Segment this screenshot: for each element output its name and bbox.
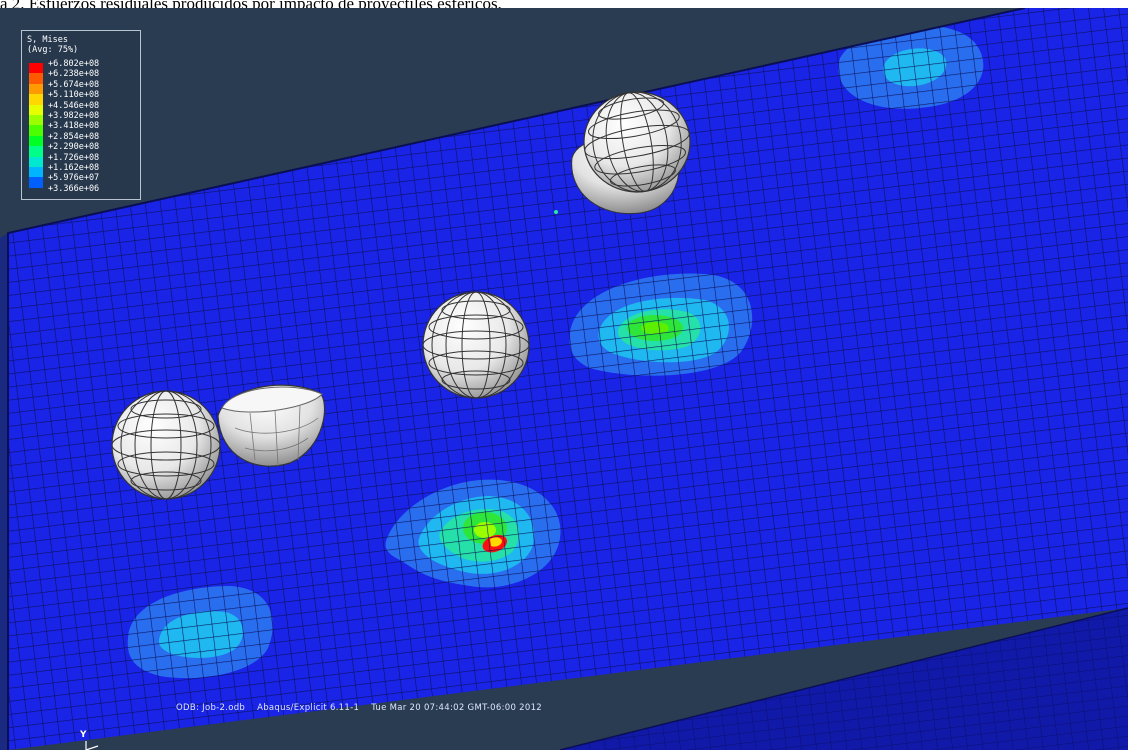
legend-tick: +6.238e+08: [48, 69, 100, 80]
legend-swatch: [29, 125, 43, 136]
legend-tick-labels: +6.802e+08 +6.238e+08 +5.674e+08 +5.110e+08…: [48, 59, 99, 194]
legend-tick: +4.546e+08: [48, 100, 100, 111]
legend-swatch: [29, 146, 43, 157]
legend-tick: +1.726e+08: [48, 152, 100, 163]
legend-swatch: [29, 94, 43, 105]
triad-axis-icon: [85, 741, 99, 750]
projectile-sphere-left: [111, 390, 221, 500]
crater-hemisphere: [217, 384, 326, 467]
legend-tick: +1.162e+08: [48, 162, 100, 173]
projectile-sphere-middle: [422, 291, 530, 399]
legend-swatch: [29, 177, 43, 188]
legend-swatch: [29, 166, 43, 178]
legend-tick: +3.366e+06: [48, 183, 100, 194]
legend-swatch: [29, 135, 43, 147]
legend-tick: +3.418e+08: [48, 121, 100, 132]
legend-tick: +3.982e+08: [48, 110, 100, 121]
plate-side-face: [0, 233, 8, 750]
legend-swatch: [29, 63, 43, 74]
plate-front-edge: [559, 607, 1128, 750]
abaqus-viewport[interactable]: S, Mises (Avg: 75%) +6.802e+08 +6.238e+08…: [0, 8, 1128, 750]
stress-legend: S, Mises (Avg: 75%) +6.802e+08 +6.238e+08…: [21, 30, 141, 200]
legend-swatch: [29, 73, 43, 84]
legend-tick: +5.976e+07: [48, 173, 100, 184]
legend-tick: +5.674e+08: [48, 79, 100, 90]
legend-tick: +5.110e+08: [48, 90, 100, 101]
fea-model-scene: [0, 8, 1128, 750]
node-marker: [554, 210, 558, 214]
legend-tick: +2.854e+08: [48, 131, 100, 142]
legend-title: S, Mises: [27, 35, 68, 45]
legend-tick: +6.802e+08: [48, 59, 100, 69]
legend-color-bar: [29, 63, 43, 188]
legend-subtitle: (Avg: 75%): [27, 45, 79, 55]
plate-edge: [7, 8, 1026, 750]
odb-info-text: ODB: Job-2.odb Abaqus/Explicit 6.11-1 Tu…: [176, 703, 542, 713]
projectile-sphere-top: [571, 91, 691, 215]
legend-swatch: [29, 156, 43, 167]
triad-axis-label: Y: [80, 730, 87, 740]
legend-swatch: [29, 114, 43, 126]
legend-swatch: [29, 104, 43, 115]
legend-swatch: [29, 83, 43, 95]
legend-tick: +2.290e+08: [48, 142, 100, 153]
